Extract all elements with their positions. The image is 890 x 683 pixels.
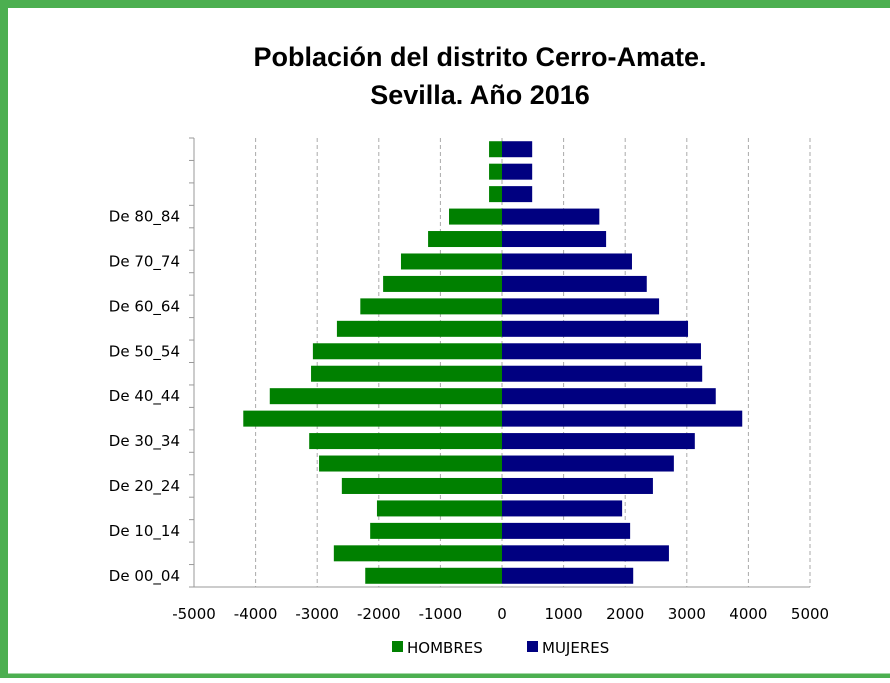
- y-tick-label: De 50_54: [109, 342, 180, 361]
- bar: [336, 320, 502, 337]
- x-tick-label: -1000: [419, 605, 463, 623]
- bar: [383, 275, 502, 292]
- bar: [243, 410, 502, 427]
- bar: [502, 163, 533, 180]
- bar: [502, 208, 600, 225]
- x-tick-label: 0: [497, 605, 507, 623]
- bar: [341, 477, 502, 494]
- legend-swatch: [527, 641, 538, 652]
- x-tick-label: -2000: [357, 605, 401, 623]
- bar: [502, 410, 743, 427]
- bar: [502, 455, 674, 472]
- x-tick-label: -3000: [295, 605, 339, 623]
- x-tick-label: -4000: [234, 605, 278, 623]
- bar: [502, 186, 533, 203]
- legend-label: HOMBRES: [407, 639, 483, 657]
- bar: [502, 500, 623, 517]
- x-tick-label: 3000: [668, 605, 706, 623]
- y-tick-label: De 20_24: [109, 477, 180, 496]
- bar: [502, 275, 647, 292]
- y-tick-label: De 00_04: [109, 567, 180, 586]
- bar: [449, 208, 502, 225]
- bar: [502, 433, 695, 450]
- bar: [309, 433, 502, 450]
- bar: [269, 388, 502, 405]
- x-tick-label: 5000: [791, 605, 829, 623]
- bar: [319, 455, 502, 472]
- bar: [400, 253, 502, 270]
- x-tick-label: -5000: [172, 605, 216, 623]
- legend-label: MUJERES: [542, 639, 609, 657]
- y-tick-label: De 40_44: [109, 387, 180, 406]
- y-tick-label: De 70_74: [109, 252, 180, 271]
- bar: [502, 365, 703, 382]
- chart-title: Población del distrito Cerro-Amate.: [253, 42, 706, 72]
- y-tick-label: De 60_64: [109, 297, 180, 316]
- y-tick-label: De 30_34: [109, 432, 180, 451]
- bar: [489, 186, 502, 203]
- bar: [502, 477, 653, 494]
- bar: [489, 141, 502, 158]
- bar: [502, 298, 660, 315]
- bar: [502, 522, 631, 539]
- bar: [376, 500, 502, 517]
- chart-title: Sevilla. Año 2016: [370, 80, 590, 110]
- bar: [428, 231, 502, 248]
- bar: [502, 320, 689, 337]
- bar: [370, 522, 502, 539]
- x-tick-label: 4000: [729, 605, 767, 623]
- bar: [502, 141, 533, 158]
- bar: [312, 343, 502, 360]
- bar: [502, 253, 632, 270]
- x-tick-label: 1000: [545, 605, 583, 623]
- bar: [311, 365, 502, 382]
- bar: [333, 545, 502, 562]
- bar: [489, 163, 502, 180]
- bar: [502, 567, 634, 584]
- bar: [502, 231, 607, 248]
- bar: [502, 343, 701, 360]
- y-tick-label: De 80_84: [109, 208, 180, 227]
- y-tick-label: De 10_14: [109, 522, 180, 541]
- bar: [502, 545, 669, 562]
- bar: [502, 388, 716, 405]
- bar: [365, 567, 502, 584]
- bar: [360, 298, 502, 315]
- legend-swatch: [392, 641, 403, 652]
- x-tick-label: 2000: [606, 605, 644, 623]
